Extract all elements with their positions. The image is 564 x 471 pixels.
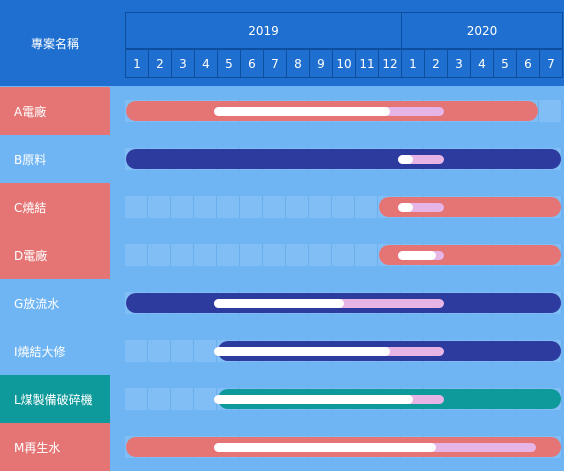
- timeline-cell: [332, 196, 355, 218]
- planned-progress: [398, 155, 444, 164]
- timeline-cell: [217, 244, 240, 266]
- timeline-cell: [240, 196, 263, 218]
- timeline-cell: [148, 244, 171, 266]
- timeline-cell: [171, 340, 194, 362]
- timeline-cell: [125, 196, 148, 218]
- actual-progress: [214, 395, 413, 404]
- month-header: 8: [286, 49, 310, 78]
- timeline-cell: [240, 244, 263, 266]
- timeline-cell: [148, 388, 171, 410]
- month-header: 10: [332, 49, 356, 78]
- month-header: 6: [516, 49, 540, 78]
- month-header: 6: [240, 49, 264, 78]
- timeline-cell: [332, 244, 355, 266]
- month-header: 12: [378, 49, 402, 78]
- timeline-cell: [286, 196, 309, 218]
- project-name-header-label: 專案名稱: [30, 36, 79, 51]
- timeline-cell: [217, 196, 240, 218]
- task-bar[interactable]: [379, 245, 561, 265]
- actual-progress: [214, 107, 390, 116]
- month-header: 5: [493, 49, 517, 78]
- timeline-cell: [263, 244, 286, 266]
- timeline-cell: [309, 244, 332, 266]
- task-label: D電廠: [0, 231, 110, 279]
- planned-progress: [398, 203, 444, 212]
- timeline-cell: [148, 340, 171, 362]
- month-header: 2: [148, 49, 172, 78]
- month-header: 7: [539, 49, 563, 78]
- timeline-cell: [171, 244, 194, 266]
- task-label: A電廠: [0, 87, 110, 135]
- timeline-cell: [148, 196, 171, 218]
- timeline-cell: [286, 244, 309, 266]
- month-header: 3: [447, 49, 471, 78]
- timeline-cell: [125, 388, 148, 410]
- month-header: 4: [470, 49, 494, 78]
- month-header: 7: [263, 49, 287, 78]
- actual-progress: [398, 155, 413, 164]
- task-label: G放流水: [0, 279, 110, 327]
- year-header-2019: 2019: [125, 12, 402, 49]
- timeline-cell: [355, 244, 378, 266]
- task-label: L煤製備破碎機: [0, 375, 110, 423]
- actual-progress: [214, 443, 436, 452]
- month-header: 2: [424, 49, 448, 78]
- actual-progress: [214, 299, 344, 308]
- month-header: 11: [355, 49, 379, 78]
- timeline-cell: [125, 340, 148, 362]
- task-bar[interactable]: [126, 149, 561, 169]
- timeline-cell: [539, 100, 562, 122]
- timeline-cell: [194, 196, 217, 218]
- timeline-cell: [355, 196, 378, 218]
- month-header: 9: [309, 49, 333, 78]
- timeline-cell: [125, 244, 148, 266]
- timeline-cell: [309, 196, 332, 218]
- task-label: M再生水: [0, 423, 110, 471]
- task-label: B原料: [0, 135, 110, 183]
- timeline-cell: [263, 196, 286, 218]
- month-header: 1: [401, 49, 425, 78]
- timeline-cell: [194, 244, 217, 266]
- timeline-header: 2019 1 2 3 4 5 6 7 8 9 10 11 12 2020 1 2 3 4 5 6 7: [110, 0, 564, 86]
- actual-progress: [398, 251, 436, 260]
- actual-progress: [398, 203, 413, 212]
- task-label: I燒結大修: [0, 327, 110, 375]
- actual-progress: [214, 347, 390, 356]
- task-bar[interactable]: [379, 197, 561, 217]
- project-name-header: 專案名稱: [0, 0, 110, 86]
- month-header: 1: [125, 49, 149, 78]
- month-header: 5: [217, 49, 241, 78]
- timeline-cell: [171, 388, 194, 410]
- month-header: 3: [171, 49, 195, 78]
- month-header: 4: [194, 49, 218, 78]
- task-label: C燒結: [0, 183, 110, 231]
- year-header-2020: 2020: [401, 12, 563, 49]
- timeline-cell: [171, 196, 194, 218]
